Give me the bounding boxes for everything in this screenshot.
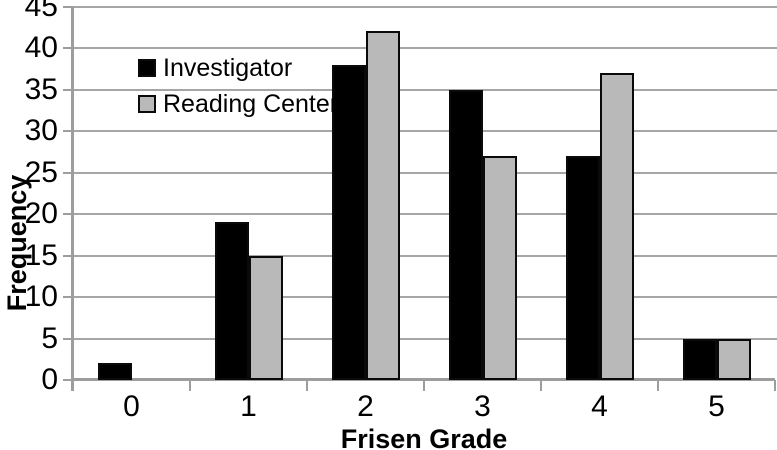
x-axis-tick: [774, 380, 776, 391]
y-tick-label: 15: [24, 238, 58, 272]
gridline: [73, 171, 777, 174]
y-tick-label: 30: [24, 114, 58, 147]
y-axis-tick: [63, 130, 73, 132]
y-tick-label: 25: [24, 155, 58, 189]
legend: Investigator Reading Center: [138, 50, 338, 122]
bar-reading-center-grade-4: [599, 72, 634, 380]
y-tick-label: 5: [41, 321, 58, 355]
legend-entry-investigator: Investigator: [138, 50, 338, 86]
x-tick-label: 4: [591, 390, 608, 423]
x-tick-label: 0: [123, 390, 140, 423]
gridline: [73, 47, 777, 49]
y-tick-label: 45: [24, 0, 58, 23]
bar-investigator-grade-5: [682, 338, 717, 380]
y-axis-tick: [63, 47, 73, 49]
y-tick-label: 10: [24, 280, 58, 313]
x-axis-title: Frisen Grade: [340, 424, 508, 450]
bar-reading-center-grade-3: [482, 155, 517, 380]
legend-swatch-reading-center: [138, 95, 156, 113]
y-axis-tick: [63, 254, 73, 257]
x-axis-line: [73, 378, 775, 381]
legend-swatch-investigator: [138, 59, 156, 77]
legend-label-investigator: Investigator: [163, 53, 293, 82]
x-tick-label: 5: [708, 390, 725, 423]
x-axis-tick: [72, 380, 74, 391]
x-tick-label: 3: [474, 390, 491, 423]
x-tick-label: 1: [240, 390, 257, 423]
legend-label-reading-center: Reading Center: [163, 89, 339, 118]
bar-reading-center-grade-1: [248, 255, 283, 380]
x-axis-tick: [306, 380, 308, 391]
bar-investigator-grade-3: [448, 89, 483, 380]
y-axis-tick: [63, 296, 73, 298]
y-tick-label: 20: [24, 197, 58, 230]
y-tick-label: 0: [41, 363, 58, 396]
gridline: [73, 254, 777, 257]
bar-reading-center-grade-2: [365, 31, 400, 380]
y-axis-tick: [63, 5, 73, 8]
x-tick-label: 2: [357, 390, 374, 423]
bar-investigator-grade-1: [214, 222, 249, 380]
x-axis-tick: [540, 380, 542, 391]
y-axis-title: Frequency: [2, 174, 32, 312]
bar-investigator-grade-2: [331, 64, 366, 380]
gridline: [73, 337, 777, 340]
gridline: [73, 296, 777, 298]
bar-reading-center-grade-5: [716, 338, 751, 380]
bar-investigator-grade-0: [97, 363, 132, 380]
x-axis-tick: [657, 380, 659, 391]
y-axis-line: [71, 6, 74, 391]
x-axis-tick: [423, 380, 425, 391]
legend-entry-reading-center: Reading Center: [138, 86, 338, 122]
bar-investigator-grade-4: [565, 155, 600, 380]
y-axis-tick: [63, 171, 73, 174]
y-axis-tick: [63, 337, 73, 340]
x-axis-tick: [189, 380, 191, 391]
y-tick-label: 40: [24, 31, 58, 64]
y-axis-tick: [63, 379, 73, 381]
gridline: [73, 5, 777, 8]
gridline: [73, 213, 777, 215]
y-tick-label: 35: [24, 72, 58, 106]
y-axis-tick: [63, 213, 73, 215]
y-axis-tick: [63, 88, 73, 91]
gridline: [73, 130, 777, 132]
gridline: [73, 88, 777, 91]
